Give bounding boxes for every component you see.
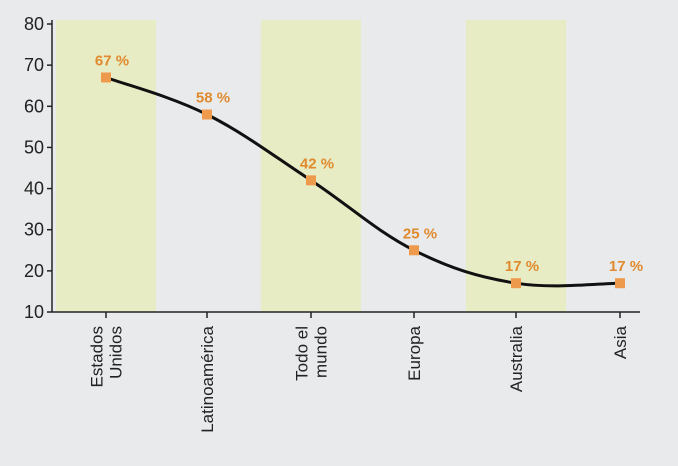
data-value-label: 17 % [609, 258, 643, 275]
data-point-marker [615, 278, 625, 289]
y-tick-label: 20 [24, 261, 44, 281]
y-tick-label: 80 [24, 14, 44, 34]
x-category-label: Todo el [293, 326, 312, 381]
x-category-label: Latinoamérica [198, 325, 217, 432]
data-value-label: 42 % [300, 155, 334, 172]
highlight-bands [56, 20, 566, 312]
data-point-marker [511, 278, 521, 289]
x-category-label: Asia [611, 325, 630, 359]
y-tick-label: 30 [24, 220, 44, 240]
highlight-band [261, 20, 361, 312]
data-value-label: 25 % [403, 225, 437, 242]
y-axis: 10 20 30 40 50 60 70 80 [24, 14, 53, 322]
highlight-band [466, 20, 566, 312]
x-category-label: Unidos [107, 326, 126, 379]
series-line-group [105, 76, 621, 288]
data-value-label: 67 % [95, 52, 129, 69]
data-point-marker [306, 175, 316, 186]
y-tick-label: 10 [24, 302, 44, 322]
data-label-group: 67 % 58 % 42 % 25 % 17 % 17 % [95, 52, 643, 275]
x-axis: Estados Unidos Latinoamérica Todo el mundo Eu… [52, 311, 640, 433]
x-category-label: Australia [507, 325, 526, 392]
series-line [105, 76, 621, 288]
y-tick-label: 70 [24, 55, 44, 75]
data-value-label: 17 % [505, 258, 539, 275]
x-category-label: Estados [88, 326, 107, 387]
data-value-label: 58 % [196, 90, 230, 107]
highlight-band [56, 20, 156, 312]
data-point-marker [409, 245, 419, 256]
x-category-label: Europa [405, 325, 424, 380]
y-tick-label: 50 [24, 137, 44, 157]
y-tick-label: 40 [24, 179, 44, 199]
marker-group [101, 72, 625, 289]
x-category-label: mundo [312, 326, 331, 378]
data-point-marker [202, 109, 212, 120]
data-point-marker [101, 72, 111, 83]
y-tick-label: 60 [24, 96, 44, 116]
